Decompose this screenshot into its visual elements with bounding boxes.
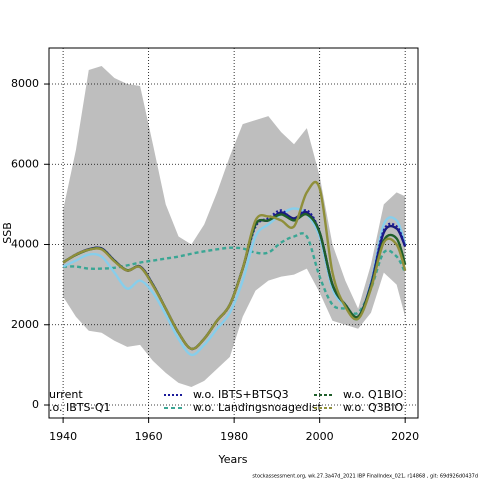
legend-label: w.o. Q1BIO [343, 388, 403, 401]
y-tick-label: 2000 [11, 318, 39, 331]
y-tick-label: 6000 [11, 157, 39, 170]
x-tick-label: 1980 [220, 430, 248, 443]
legend-label: w.o. Landingsnoagedist [193, 401, 323, 414]
x-tick-label: 2000 [306, 430, 334, 443]
x-tick-label: 1940 [49, 430, 77, 443]
series-line [62, 180, 407, 351]
x-axis-label: Years [217, 453, 247, 466]
y-tick-label: 4000 [11, 238, 39, 251]
y-tick-label: 0 [32, 398, 39, 411]
legend-label: w.o. Q3BIO [343, 401, 403, 414]
legend-label: .o. IBTS-Q1 [49, 401, 111, 414]
legend-label: w.o. IBTS+BTSQ3 [193, 388, 289, 401]
x-tick-label: 2020 [391, 430, 419, 443]
y-axis-label: SSB [1, 222, 14, 244]
x-tick-label: 1960 [135, 430, 163, 443]
legend-label: urrent [49, 388, 83, 401]
plot-frame [48, 47, 419, 419]
footer: stockassessment.org, wk.27.3a47d_2021 IB… [252, 474, 478, 480]
y-tick-label: 8000 [11, 77, 39, 90]
